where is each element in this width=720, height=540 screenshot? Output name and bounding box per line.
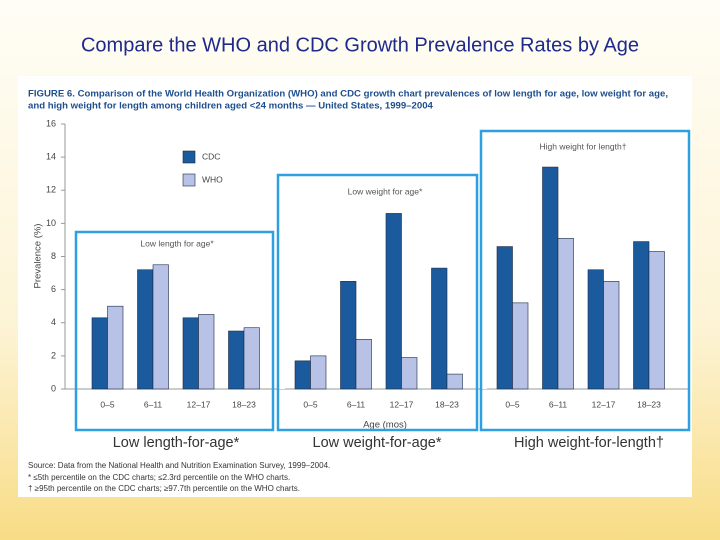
y-tick-label: 16 <box>46 118 56 128</box>
y-tick-label: 6 <box>51 284 56 294</box>
x-tick-label: 0–5 <box>303 399 317 409</box>
highlight-box <box>74 230 275 432</box>
bar <box>648 251 665 390</box>
y-tick-label: 8 <box>51 251 56 261</box>
panel-annotation: High weight-for-length† <box>514 435 664 451</box>
bar <box>587 269 604 390</box>
y-tick-label: 4 <box>51 317 56 327</box>
footnote: * ≤5th percentile on the CDC charts; ≤2.… <box>28 473 290 482</box>
panel-annotation: Low weight-for-age* <box>313 435 442 451</box>
bar <box>496 246 513 390</box>
panel-gap <box>279 122 285 389</box>
bar <box>243 327 260 390</box>
x-tick-label: 12–17 <box>390 399 414 409</box>
bar <box>340 281 357 390</box>
slide-title: Compare the WHO and CDC Growth Prevalenc… <box>81 34 639 56</box>
figure-title: FIGURE 6. Comparison of the World Health… <box>28 89 668 100</box>
legend-swatch <box>182 173 196 187</box>
x-tick-label: 12–17 <box>187 399 211 409</box>
bar <box>385 213 402 390</box>
x-tick-label: 0–5 <box>505 399 519 409</box>
bar <box>91 317 108 390</box>
y-tick-label: 14 <box>46 152 56 162</box>
bar <box>182 317 199 390</box>
source: Source: Data from the National Health an… <box>28 461 330 470</box>
bar <box>152 264 169 390</box>
panel-label: High weight for length† <box>540 141 627 151</box>
y-tick-label: 0 <box>51 383 56 393</box>
figure-title: and high weight for length among childre… <box>28 101 434 112</box>
highlight-box <box>276 173 479 432</box>
x-tick-label: 6–11 <box>549 399 568 409</box>
bar <box>401 357 418 390</box>
panel-gap <box>481 122 487 389</box>
x-tick-label: 18–23 <box>232 399 256 409</box>
bar <box>431 267 448 390</box>
bar <box>137 269 154 390</box>
legend-label: WHO <box>202 174 223 184</box>
bar <box>198 314 215 390</box>
bar <box>446 373 463 390</box>
bar <box>633 241 650 390</box>
bar <box>355 339 372 390</box>
x-tick-label: 6–11 <box>144 399 163 409</box>
y-tick-label: 10 <box>46 218 56 228</box>
legend-swatch <box>182 150 196 164</box>
bar <box>228 330 245 390</box>
footnote: † ≥95th percentile on the CDC charts; ≥9… <box>28 484 300 493</box>
panel-label: Low weight for age* <box>348 186 423 196</box>
bar <box>603 281 620 390</box>
bar <box>542 166 559 390</box>
bar <box>107 305 124 390</box>
x-axis-label: Age (mos) <box>363 420 407 431</box>
x-tick-label: 18–23 <box>435 399 459 409</box>
legend-label: CDC <box>202 151 220 161</box>
y-axis-label: Prevalence (%) <box>33 224 44 289</box>
x-tick-label: 12–17 <box>592 399 616 409</box>
y-tick-label: 2 <box>51 350 56 360</box>
y-tick-label: 12 <box>46 185 56 195</box>
panel-annotation: Low length-for-age* <box>113 435 240 451</box>
bar <box>310 355 327 390</box>
x-tick-label: 0–5 <box>100 399 114 409</box>
panel-label: Low length for age* <box>140 238 214 248</box>
bar <box>512 302 529 390</box>
highlight-box <box>479 129 691 432</box>
x-tick-label: 18–23 <box>637 399 661 409</box>
bar <box>557 237 574 390</box>
bar <box>294 360 311 390</box>
x-tick-label: 6–11 <box>347 399 366 409</box>
